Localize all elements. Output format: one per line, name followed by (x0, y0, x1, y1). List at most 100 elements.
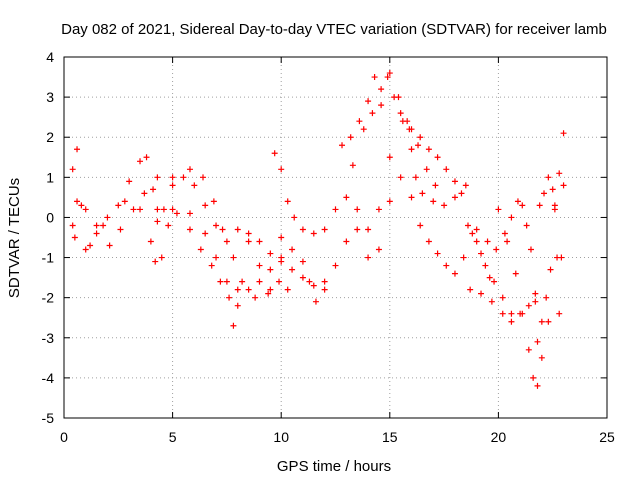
data-point (299, 258, 306, 265)
data-point (551, 202, 558, 209)
series-sat-14 (467, 286, 539, 325)
data-point (143, 154, 150, 161)
series-sat-4 (158, 174, 274, 293)
data-point (256, 238, 263, 245)
data-point (289, 246, 296, 253)
series-sat-10 (339, 74, 439, 189)
data-point (169, 206, 176, 213)
data-point (399, 118, 406, 125)
data-point (365, 98, 372, 105)
series-sat-2 (69, 166, 159, 265)
data-point (434, 154, 441, 161)
data-point (545, 174, 552, 181)
data-point (441, 202, 448, 209)
y-tick-label: -4 (42, 370, 55, 386)
data-point (486, 274, 493, 281)
data-point (556, 170, 563, 177)
data-point (150, 186, 157, 193)
data-point (191, 182, 198, 189)
data-point (234, 226, 241, 233)
data-point (415, 142, 422, 149)
y-tick-label: -2 (42, 290, 55, 306)
data-point (417, 134, 424, 141)
data-point (245, 230, 252, 237)
y-tick-label: 4 (46, 49, 54, 65)
data-point (213, 222, 220, 229)
data-point (408, 126, 415, 133)
data-point (213, 254, 220, 261)
series-sat-9 (278, 226, 382, 305)
data-point (360, 126, 367, 133)
data-point (202, 230, 209, 237)
data-point (538, 318, 545, 325)
data-point (82, 206, 89, 213)
data-point (71, 234, 78, 241)
series-sat-5 (154, 166, 291, 301)
data-point (491, 278, 498, 285)
data-point (252, 294, 259, 301)
data-point (152, 258, 159, 265)
data-point (69, 166, 76, 173)
series-sat-18 (536, 174, 567, 317)
data-point (126, 178, 133, 185)
x-tick-label: 10 (273, 429, 289, 445)
data-point (543, 294, 550, 301)
data-point (419, 190, 426, 197)
data-point (527, 246, 534, 253)
data-point (154, 206, 161, 213)
data-point (234, 286, 241, 293)
data-point (386, 70, 393, 77)
data-point (223, 238, 230, 245)
data-point (202, 202, 209, 209)
data-point (493, 246, 500, 253)
grid-lines (64, 57, 607, 418)
data-point (356, 118, 363, 125)
series-sat-13 (399, 118, 515, 317)
y-tick-label: 2 (46, 129, 54, 145)
y-tick-label: 1 (46, 169, 54, 185)
series-sat-15 (473, 198, 539, 305)
data-point (378, 86, 385, 93)
data-point (158, 254, 165, 261)
data-point (289, 266, 296, 273)
data-point (245, 286, 252, 293)
data-point (312, 298, 319, 305)
series-sat-16 (495, 206, 552, 389)
data-point (165, 222, 172, 229)
data-point (473, 238, 480, 245)
data-point (532, 298, 539, 305)
data-point (154, 218, 161, 225)
data-point (130, 206, 137, 213)
data-point (137, 158, 144, 165)
data-point (560, 182, 567, 189)
data-point (451, 270, 458, 277)
data-point (160, 206, 167, 213)
x-tick-label: 0 (60, 429, 68, 445)
data-point (87, 242, 94, 249)
data-point (499, 294, 506, 301)
data-point (169, 174, 176, 181)
y-tick-label: 3 (46, 89, 54, 105)
series-sat-11 (349, 70, 469, 209)
data-point (478, 290, 485, 297)
y-tick-label: -5 (42, 410, 55, 426)
data-point (347, 134, 354, 141)
data-point (256, 262, 263, 269)
data-point (234, 302, 241, 309)
data-point (460, 254, 467, 261)
data-point (154, 174, 161, 181)
data-point (384, 74, 391, 81)
y-tick-label: -1 (42, 250, 55, 266)
data-point (508, 310, 515, 317)
data-point (197, 246, 204, 253)
data-point (469, 230, 476, 237)
tick-labels: 0 5 10 15 20 25 -5 -4 -3 -2 -1 0 1 2 3 4 (42, 49, 615, 445)
data-point (525, 346, 532, 353)
data-point (230, 322, 237, 329)
data-point (482, 262, 489, 269)
data-point (321, 286, 328, 293)
data-point (495, 206, 502, 213)
y-axis-label: SDTVAR / TECUs (6, 178, 23, 298)
chart-title: Day 082 of 2021, Sidereal Day-to-day VTE… (61, 21, 607, 38)
